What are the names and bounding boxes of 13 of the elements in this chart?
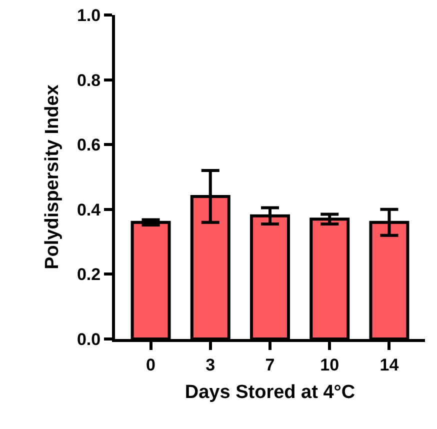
- y-tick-label: 0.8: [76, 70, 101, 90]
- x-tick-label: 3: [206, 355, 216, 374]
- y-tick-label: 0.0: [76, 330, 101, 349]
- x-tick-label: 10: [320, 355, 340, 374]
- y-tick-label: 0.6: [76, 136, 101, 155]
- x-tick-label: 14: [380, 355, 400, 374]
- y-tick-label: 0.4: [76, 200, 102, 220]
- x-tick-label: 0: [146, 355, 156, 374]
- x-tick-label: 7: [265, 355, 275, 374]
- y-tick-label: 1.0: [76, 6, 101, 25]
- x-axis-title: Days Stored at 4°C: [184, 382, 356, 404]
- y-axis-title: Polydispersity Index: [42, 84, 63, 270]
- y-tick-label: 0.2: [76, 265, 101, 284]
